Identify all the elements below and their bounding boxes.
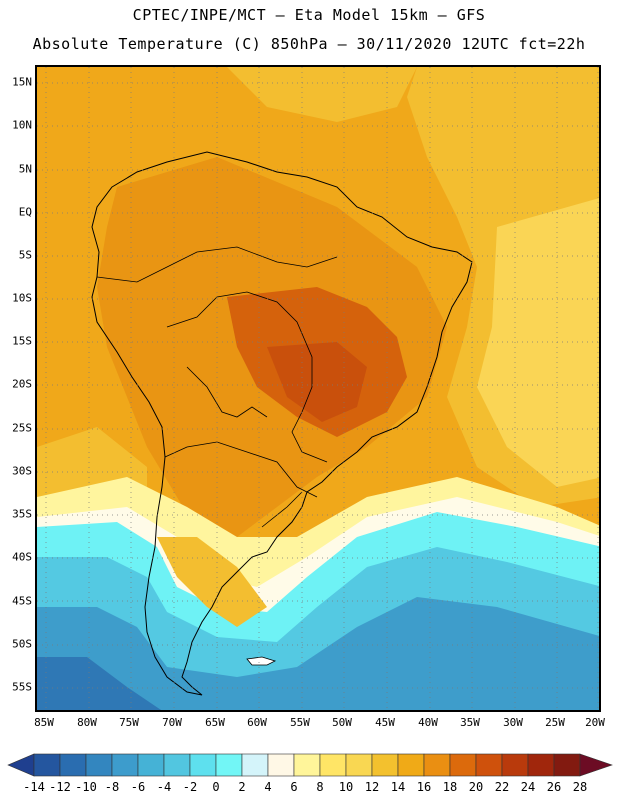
colorbar-bin (423, 753, 451, 777)
colorbar-label: 28 (572, 780, 588, 794)
colorbar-bin (59, 753, 87, 777)
lat-label-45s: 45S (12, 594, 32, 608)
lon-label-30w: 30W (503, 716, 523, 729)
lat-label-55s: 55S (12, 680, 32, 694)
map-title-line-1: CPTEC/INPE/MCT – Eta Model 15km – GFS (132, 6, 486, 24)
map-title-line-2: Absolute Temperature (C) 850hPa – 30/11/… (32, 35, 586, 53)
lon-label-70w: 70W (162, 716, 182, 729)
colorbar-label: 10 (338, 780, 354, 794)
colorbar-min-arrow (7, 753, 35, 777)
lat-label-40s: 40S (12, 550, 32, 564)
colorbar-label: -12 (49, 780, 71, 794)
colorbar-label: -4 (156, 780, 172, 794)
temperature-map[interactable] (35, 65, 601, 712)
lon-label-45w: 45W (375, 716, 395, 729)
lat-label-15s: 15S (12, 334, 32, 348)
colorbar-bin (553, 753, 581, 777)
lat-label-35s: 35S (12, 507, 32, 521)
country-border-1 (96, 246, 338, 283)
colorbar-label: 16 (416, 780, 432, 794)
lon-label-20w: 20W (585, 716, 605, 729)
lat-label-50s: 50S (12, 637, 32, 651)
colorbar-label: 12 (364, 780, 380, 794)
colorbar-bin (293, 753, 321, 777)
colorbar-bin (33, 753, 61, 777)
colorbar-label: 20 (468, 780, 484, 794)
colorbar-label: -2 (182, 780, 198, 794)
colorbar-label: -6 (130, 780, 146, 794)
lon-label-25w: 25W (545, 716, 565, 729)
colorbar-bin (319, 753, 347, 777)
field-yellow-north (227, 67, 417, 122)
lat-label-30s: 30S (12, 464, 32, 478)
field-dark-blue (37, 657, 162, 710)
colorbar-bin (241, 753, 269, 777)
colorbar-bin (449, 753, 477, 777)
colorbar-label: 4 (264, 780, 272, 794)
falkland-islands (246, 656, 277, 666)
field-warm-patagonia (157, 537, 267, 627)
colorbar-max-arrow (579, 753, 613, 777)
lat-label-10n: 10N (12, 118, 32, 132)
lon-label-35w: 35W (460, 716, 480, 729)
colorbar-bin (475, 753, 503, 777)
lat-label-eq: EQ (18, 205, 32, 219)
lat-label-25s: 25S (12, 421, 32, 435)
colorbar-bin (137, 753, 165, 777)
colorbar-bin (215, 753, 243, 777)
lon-label-85w: 85W (34, 716, 54, 729)
field-yellow-atlantic (477, 198, 599, 487)
colorbar-label: 22 (494, 780, 510, 794)
colorbar-label: 18 (442, 780, 458, 794)
country-border-5 (261, 491, 303, 528)
colorbar-bin (397, 753, 425, 777)
south-america-coastline (91, 151, 473, 696)
country-border-4 (186, 366, 268, 418)
field-hot-core-2 (267, 342, 367, 422)
colorbar-bin (527, 753, 555, 777)
colorbar-bin (163, 753, 191, 777)
colorbar-bin (345, 753, 373, 777)
lon-label-80w: 80W (77, 716, 97, 729)
lon-label-50w: 50W (332, 716, 352, 729)
colorbar-label: 0 (212, 780, 220, 794)
colorbar-label: 8 (316, 780, 324, 794)
country-border-2 (166, 291, 328, 463)
lat-label-15n: 15N (12, 75, 32, 89)
colorbar-bin (111, 753, 139, 777)
colorbar-bin (501, 753, 529, 777)
colorbar-label: 6 (290, 780, 298, 794)
colorbar-label: 24 (520, 780, 536, 794)
lat-label-20s: 20S (12, 377, 32, 391)
country-border-3 (164, 441, 318, 498)
lon-label-60w: 60W (247, 716, 267, 729)
lon-label-40w: 40W (418, 716, 438, 729)
lon-label-75w: 75W (119, 716, 139, 729)
colorbar-label: 26 (546, 780, 562, 794)
lon-label-55w: 55W (290, 716, 310, 729)
colorbar-label: 14 (390, 780, 406, 794)
colorbar-label: -14 (23, 780, 45, 794)
lat-label-5n: 5N (18, 162, 32, 176)
colorbar-label: 2 (238, 780, 246, 794)
colorbar-label: -10 (75, 780, 97, 794)
field-blue (37, 597, 599, 710)
colorbar-bin (267, 753, 295, 777)
colorbar-bin (371, 753, 399, 777)
lat-label-10s: 10S (12, 291, 32, 305)
colorbar (7, 753, 613, 777)
colorbar-label: -8 (104, 780, 120, 794)
lat-label-5s: 5S (18, 248, 32, 262)
colorbar-bin (85, 753, 113, 777)
colorbar-bin (189, 753, 217, 777)
lon-label-65w: 65W (205, 716, 225, 729)
